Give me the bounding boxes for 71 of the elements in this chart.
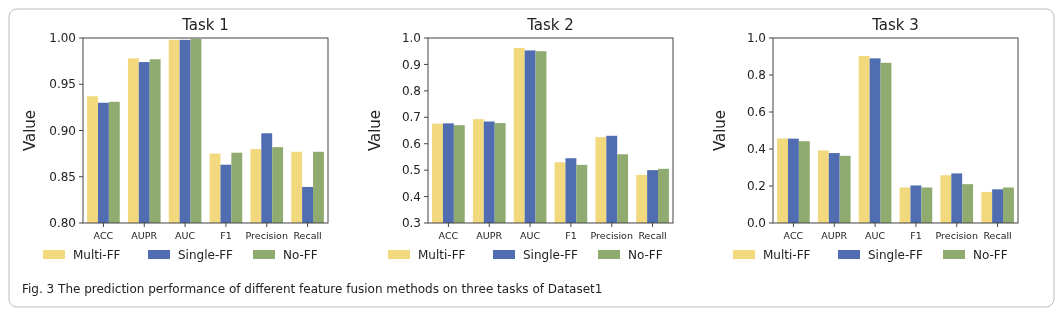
legend-label: Multi-FF — [763, 248, 811, 263]
y-tick-label: 0.7 — [401, 110, 421, 125]
y-tick-label: 0.9 — [401, 57, 421, 72]
y-tick-label: 0.85 — [49, 169, 76, 184]
y-tick-label: 0.0 — [746, 216, 766, 231]
y-tick-label: 0.4 — [746, 142, 766, 157]
x-tick-label: AUPR — [131, 230, 158, 241]
bar — [981, 191, 993, 223]
y-axis-title: Value — [21, 109, 39, 152]
bar — [1003, 187, 1014, 223]
y-tick-label: 0.2 — [746, 179, 766, 194]
x-tick-label: F1 — [910, 230, 922, 241]
bar — [951, 173, 963, 223]
y-tick-label: 0.8 — [401, 84, 421, 99]
bar — [798, 141, 810, 223]
legend-label: Single-FF — [868, 248, 924, 263]
legend-label: No-FF — [283, 248, 318, 263]
y-tick-label: 0.3 — [401, 216, 421, 231]
x-tick-label: ACC — [783, 230, 804, 241]
legend-label: Single-FF — [178, 248, 234, 263]
y-tick-label: 0.8 — [746, 68, 766, 83]
chart-title: Task 3 — [871, 16, 919, 34]
y-axis-title: Value — [366, 109, 384, 152]
y-tick-label: 0.4 — [401, 189, 421, 204]
bar — [828, 153, 840, 223]
x-tick-label: AUPR — [821, 230, 848, 241]
caption: Fig. 3 The prediction performance of different feature fusion methods on three tasks of Dataset1 — [22, 282, 603, 296]
y-tick-label: 1.00 — [49, 31, 76, 46]
bar — [787, 138, 799, 223]
bar — [899, 187, 911, 223]
y-tick-label: 0.5 — [401, 163, 421, 178]
chart-title: Task 1 — [181, 16, 229, 34]
x-tick-label: Recall — [293, 230, 322, 241]
bar — [940, 175, 952, 223]
bar — [839, 155, 851, 223]
x-tick-label: ACC — [93, 230, 114, 241]
y-tick-label: 0.6 — [746, 105, 766, 120]
x-tick-label: Precision — [935, 230, 978, 241]
legend-label: No-FF — [628, 248, 663, 263]
x-tick-label: F1 — [220, 230, 232, 241]
x-tick-label: Precision — [590, 230, 633, 241]
y-tick-label: 0.90 — [49, 123, 76, 138]
y-axis-title: Value — [711, 109, 729, 152]
legend-label: Multi-FF — [418, 248, 466, 263]
bar — [777, 138, 788, 223]
x-tick-label: ACC — [438, 230, 459, 241]
legend-label: Single-FF — [523, 248, 579, 263]
bar — [910, 185, 922, 223]
bar — [880, 62, 892, 223]
x-tick-label: AUPR — [476, 230, 503, 241]
bar — [992, 189, 1004, 223]
x-tick-label: AUC — [865, 230, 886, 241]
x-tick-label: Recall — [638, 230, 667, 241]
x-tick-label: Precision — [245, 230, 288, 241]
y-tick-label: 0.6 — [401, 136, 421, 151]
y-tick-label: 1.0 — [401, 31, 421, 46]
bar — [817, 150, 829, 223]
bar — [921, 187, 933, 223]
x-tick-label: AUC — [520, 230, 541, 241]
x-tick-label: Recall — [983, 230, 1012, 241]
x-tick-label: AUC — [175, 230, 196, 241]
legend-label: No-FF — [973, 248, 1008, 263]
y-tick-label: 0.80 — [49, 216, 76, 231]
chart-title: Task 2 — [526, 16, 574, 34]
bar — [869, 58, 881, 223]
bar — [858, 55, 870, 223]
y-tick-label: 0.95 — [49, 77, 76, 92]
bar — [962, 184, 974, 223]
y-tick-label: 1.0 — [746, 31, 766, 46]
legend-label: Multi-FF — [73, 248, 121, 263]
x-tick-label: F1 — [565, 230, 577, 241]
